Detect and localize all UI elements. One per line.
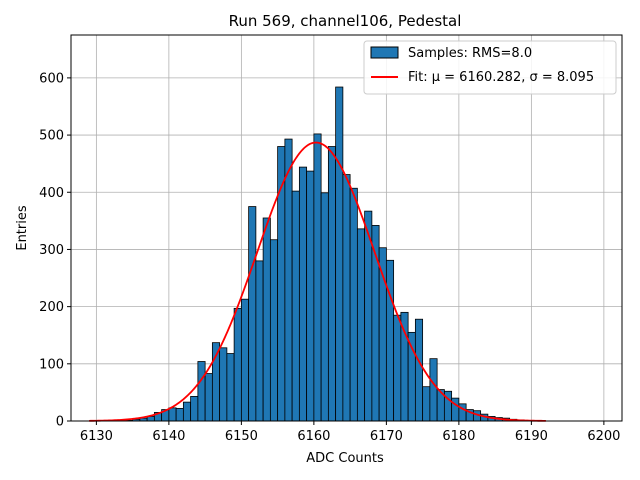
legend-samples-label: Samples: RMS=8.0 xyxy=(408,46,532,61)
y-tick-label: 0 xyxy=(56,415,64,430)
histogram-bar xyxy=(386,260,393,421)
histogram-bar xyxy=(285,139,292,421)
histogram-bar xyxy=(423,387,430,421)
histogram-bar xyxy=(299,167,306,421)
x-axis-label: ADC Counts xyxy=(306,451,384,466)
histogram-bar xyxy=(292,191,299,421)
y-tick-label: 200 xyxy=(39,300,64,315)
y-axis-label: Entries xyxy=(15,205,30,251)
y-tick-label: 500 xyxy=(39,129,64,144)
x-tick-label: 6180 xyxy=(442,429,475,444)
histogram-bar xyxy=(350,188,357,421)
histogram-bar xyxy=(256,261,263,421)
y-tick-label: 400 xyxy=(39,186,64,201)
histogram-bar xyxy=(227,354,234,421)
legend-samples-swatch xyxy=(371,47,398,58)
histogram-bar xyxy=(394,315,401,421)
histogram-bar xyxy=(169,408,176,421)
histogram-bar xyxy=(263,218,270,421)
histogram-bar xyxy=(321,193,328,421)
x-tick-label: 6200 xyxy=(587,429,620,444)
histogram-bar xyxy=(336,87,343,421)
x-tick-label: 6170 xyxy=(370,429,403,444)
histogram-bar xyxy=(415,319,422,421)
histogram-bar xyxy=(343,175,350,421)
histogram-bar xyxy=(430,359,437,421)
x-tick-label: 6190 xyxy=(515,429,548,444)
histogram-bar xyxy=(176,408,183,421)
histogram-bar xyxy=(205,374,212,421)
legend: Samples: RMS=8.0 Fit: μ = 6160.282, σ = … xyxy=(364,41,616,94)
histogram-bar xyxy=(198,362,205,421)
histogram-bar xyxy=(401,312,408,421)
histogram-bar xyxy=(234,308,241,421)
y-tick-label: 100 xyxy=(39,357,64,372)
histogram-chart: Run 569, channel106, Pedestal 6130 6140 61… xyxy=(0,0,640,480)
legend-fit-label: Fit: μ = 6160.282, σ = 8.095 xyxy=(408,70,594,85)
histogram-bar xyxy=(328,147,335,421)
histogram-bar xyxy=(241,299,248,421)
histogram-bar xyxy=(357,229,364,421)
histogram-bar xyxy=(307,171,314,421)
histogram-bar xyxy=(270,240,277,421)
histogram-bar xyxy=(183,402,190,421)
x-tick-label: 6130 xyxy=(80,429,113,444)
chart-title: Run 569, channel106, Pedestal xyxy=(229,12,462,30)
y-tick-label: 300 xyxy=(39,243,64,258)
x-tick-label: 6160 xyxy=(297,429,330,444)
y-tick-label: 600 xyxy=(39,71,64,86)
histogram-bar xyxy=(249,207,256,421)
x-tick-label: 6140 xyxy=(152,429,185,444)
histogram-bar xyxy=(314,134,321,421)
x-tick-label: 6150 xyxy=(225,429,258,444)
histogram-bar xyxy=(220,348,227,421)
histogram-bar xyxy=(191,396,198,421)
